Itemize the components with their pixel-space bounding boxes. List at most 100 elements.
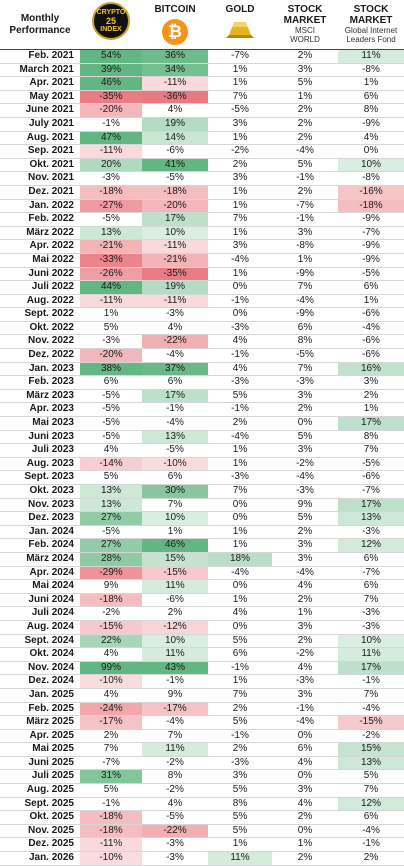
month-column-header: Monthly Performance xyxy=(0,0,80,49)
crypto25-cell: -21% xyxy=(80,240,142,253)
msci-world-cell: -5% xyxy=(296,349,314,361)
crypto25-cell: -5% xyxy=(102,430,120,442)
month-cell: Mai 2025 xyxy=(32,743,74,755)
table-row: Sept. 2022 1% -3% 0% -9% -6% xyxy=(0,308,404,322)
msci-world-cell: 4% xyxy=(297,797,313,809)
msci-world-cell: 2% xyxy=(297,525,313,537)
gold-cell: 1% xyxy=(232,267,248,279)
msci-world-cell: -4% xyxy=(296,716,314,728)
bitcoin-cell: -20% xyxy=(142,199,208,213)
month-cell: Nov. 2023 xyxy=(28,498,74,510)
crypto25-cell: -33% xyxy=(80,253,142,267)
gif-cell: -9% xyxy=(362,253,380,265)
bitcoin-cell: 6% xyxy=(167,471,183,483)
gold-bar-icon xyxy=(226,22,254,38)
gold-cell: 4% xyxy=(232,607,248,619)
table-row: Aug. 2022 -11% -11% -1% -4% 1% xyxy=(0,294,404,309)
crypto25-cell: 1% xyxy=(103,308,119,320)
gold-cell: 5% xyxy=(232,389,248,401)
gif-cell: 8% xyxy=(363,104,379,116)
crypto25-cell: -2% xyxy=(102,607,120,619)
crypto25-cell: -7% xyxy=(102,756,120,768)
bitcoin-cell: 2% xyxy=(167,607,183,619)
crypto25-cell: 28% xyxy=(80,552,142,566)
gif-cell: -15% xyxy=(338,716,404,729)
table-row: Dez. 2023 27% 10% 0% 5% 13% xyxy=(0,512,404,526)
crypto25-cell: -35% xyxy=(80,90,142,104)
gif-cell: -6% xyxy=(362,471,380,483)
msci-world-cell: 2% xyxy=(297,811,313,823)
crypto25-cell: -20% xyxy=(80,104,142,117)
bitcoin-cell: 14% xyxy=(142,131,208,145)
month-cell: Mai 2023 xyxy=(32,417,74,429)
crypto25-cell: -27% xyxy=(80,199,142,213)
msci-world-cell: 3% xyxy=(297,620,313,632)
gold-cell: 4% xyxy=(232,362,248,374)
crypto25-cell: 4% xyxy=(103,444,119,456)
crypto25-cell: -17% xyxy=(80,716,142,729)
gold-cell: 3% xyxy=(232,770,248,782)
month-cell: Nov. 2025 xyxy=(28,824,74,836)
gif-cell: -6% xyxy=(362,308,380,320)
msci-world-cell: 3% xyxy=(297,63,313,75)
gif-cell: 10% xyxy=(338,158,404,172)
bitcoin-cell: -3% xyxy=(166,852,184,864)
msci-world-cell: 4% xyxy=(297,580,313,592)
gold-cell: -4% xyxy=(231,253,249,265)
bitcoin-cell: 43% xyxy=(142,661,208,675)
logo-line-3: INDEX xyxy=(100,25,122,33)
table-row: Mai 2022 -33% -21% -4% 1% -9% xyxy=(0,253,404,268)
crypto25-cell: 13% xyxy=(80,226,142,240)
month-cell: Juni 2023 xyxy=(28,430,74,442)
bitcoin-cell: 11% xyxy=(142,648,208,661)
bitcoin-cell: 1% xyxy=(167,525,183,537)
gif-cell: 6% xyxy=(363,580,379,592)
table-row: Juni 2023 -5% 13% -4% 5% 8% xyxy=(0,430,404,445)
crypto25-cell: -3% xyxy=(102,172,120,184)
bitcoin-cell: 10% xyxy=(142,226,208,240)
month-cell: Juni 2022 xyxy=(28,267,74,279)
month-cell: Sept. 2023 xyxy=(24,471,74,483)
table-row: Okt. 2023 13% 30% 7% -3% -7% xyxy=(0,485,404,499)
crypto25-cell: -20% xyxy=(80,349,142,362)
gif-column-header: STOCK MARKET Global Internet Leaders Fon… xyxy=(338,0,404,49)
table-row: März 2025 -17% -4% 5% -4% -15% xyxy=(0,716,404,730)
gif-cell: -7% xyxy=(362,226,380,238)
gold-cell: 0% xyxy=(232,498,248,510)
gif-cell: -8% xyxy=(362,63,380,75)
gif-cell: 7% xyxy=(363,444,379,456)
gold-cell: 1% xyxy=(232,226,248,238)
bitcoin-cell: -6% xyxy=(166,593,184,605)
table-row: März 2023 -5% 17% 5% 3% 2% xyxy=(0,389,404,404)
table-row: Juli 2023 4% -5% 1% 3% 7% xyxy=(0,444,404,458)
table-row: Dez. 2022 -20% -4% -1% -5% -6% xyxy=(0,349,404,363)
bitcoin-cell: -2% xyxy=(166,784,184,796)
gif-cell: 7% xyxy=(363,593,379,605)
bitcoin-cell: -5% xyxy=(166,172,184,184)
bitcoin-cell: -10% xyxy=(142,457,208,471)
gif-cell: 1% xyxy=(363,294,379,306)
crypto25-cell: 7% xyxy=(103,743,119,755)
month-cell: Okt. 2021 xyxy=(29,158,74,170)
crypto25-cell: -29% xyxy=(80,566,142,580)
bitcoin-cell: -22% xyxy=(142,335,208,349)
gold-cell: 1% xyxy=(232,838,248,850)
gif-cell: 7% xyxy=(363,784,379,796)
gold-cell: 1% xyxy=(232,131,248,143)
gif-cell: -7% xyxy=(362,566,380,578)
bitcoin-cell: -2% xyxy=(166,756,184,768)
month-cell: Apr. 2025 xyxy=(29,729,74,741)
bitcoin-cell: -22% xyxy=(142,824,208,838)
gif-cell: -3% xyxy=(362,525,380,537)
gif-header-subtitle: Global Internet Leaders Fond xyxy=(344,26,398,44)
bitcoin-cell: -1% xyxy=(166,675,184,687)
gif-cell: 6% xyxy=(363,552,379,564)
gif-cell: 15% xyxy=(338,743,404,756)
bitcoin-cell: -11% xyxy=(142,77,208,90)
crypto25-cell: -18% xyxy=(80,185,142,199)
gif-cell: 12% xyxy=(338,797,404,811)
gold-column-header: GOLD xyxy=(208,0,272,49)
table-row: Apr. 2023 -5% -1% -1% 2% 1% xyxy=(0,403,404,418)
gold-cell: -7% xyxy=(231,50,249,61)
table-row: Dez. 2025 -11% -3% 1% 1% -1% xyxy=(0,838,404,853)
